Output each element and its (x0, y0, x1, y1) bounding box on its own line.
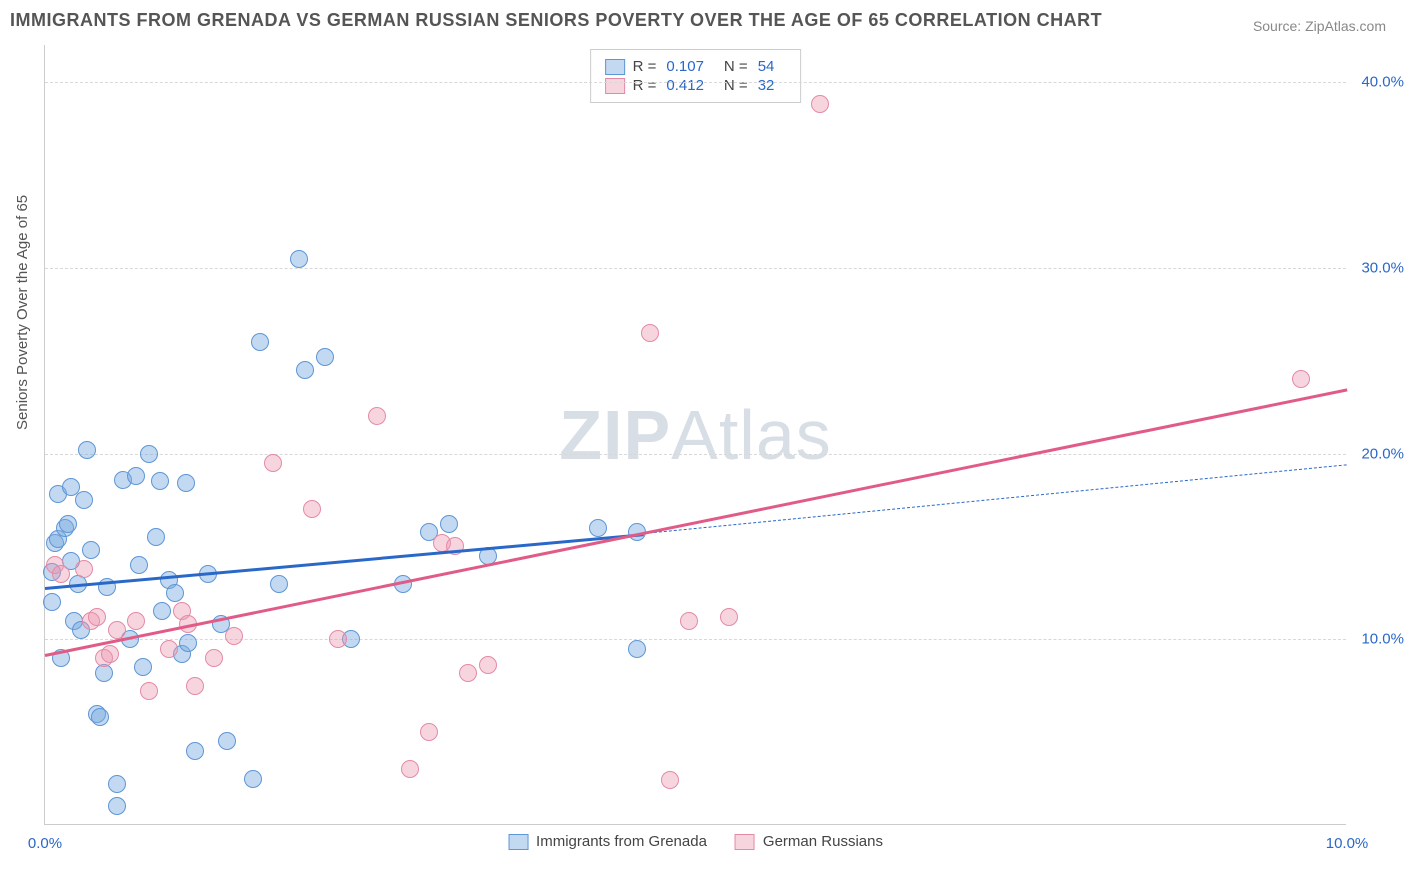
data-point-grenada (166, 584, 184, 602)
data-point-grenada (147, 528, 165, 546)
data-point-grenada (127, 467, 145, 485)
data-point-grenada (140, 445, 158, 463)
data-point-grenada (82, 541, 100, 559)
data-point-german_russian (186, 677, 204, 695)
data-point-grenada (91, 708, 109, 726)
scatter-plot-area: ZIPAtlas R = 0.107 N = 54 R = 0.412 N = … (44, 45, 1346, 825)
data-point-german_russian (1292, 370, 1310, 388)
data-point-grenada (251, 333, 269, 351)
swatch-german-russian (735, 834, 755, 850)
watermark-zip: ZIP (559, 396, 671, 474)
data-point-german_russian (205, 649, 223, 667)
data-point-german_russian (160, 640, 178, 658)
x-tick-label: 10.0% (1326, 835, 1369, 852)
grid-line (45, 454, 1346, 455)
data-point-german_russian (101, 645, 119, 663)
data-point-german_russian (720, 608, 738, 626)
data-point-grenada (290, 250, 308, 268)
data-point-grenada (296, 361, 314, 379)
n-label: N = (724, 58, 748, 75)
data-point-german_russian (225, 627, 243, 645)
data-point-grenada (628, 640, 646, 658)
data-point-german_russian (127, 612, 145, 630)
data-point-grenada (244, 770, 262, 788)
y-axis-label: Seniors Poverty Over the Age of 65 (14, 195, 31, 430)
data-point-german_russian (479, 656, 497, 674)
swatch-german-russian (605, 78, 625, 94)
data-point-grenada (130, 556, 148, 574)
data-point-grenada (108, 775, 126, 793)
data-point-grenada (589, 519, 607, 537)
data-point-grenada (151, 472, 169, 490)
data-point-german_russian (641, 324, 659, 342)
x-tick-label: 0.0% (28, 835, 62, 852)
r-value-german-russian: 0.412 (666, 77, 704, 94)
data-point-grenada (134, 658, 152, 676)
data-point-german_russian (420, 723, 438, 741)
r-label: R = (633, 58, 657, 75)
data-point-german_russian (680, 612, 698, 630)
legend-label-grenada: Immigrants from Grenada (536, 833, 707, 850)
grid-line (45, 82, 1346, 83)
data-point-grenada (75, 491, 93, 509)
legend-label-german-russian: German Russians (763, 833, 883, 850)
watermark-atlas: Atlas (671, 396, 832, 474)
y-tick-label: 30.0% (1361, 259, 1404, 276)
data-point-german_russian (52, 565, 70, 583)
data-point-german_russian (108, 621, 126, 639)
data-point-grenada (218, 732, 236, 750)
legend-row-grenada: R = 0.107 N = 54 (605, 58, 787, 75)
data-point-german_russian (264, 454, 282, 472)
data-point-german_russian (811, 95, 829, 113)
legend-row-german-russian: R = 0.412 N = 32 (605, 77, 787, 94)
swatch-grenada (508, 834, 528, 850)
data-point-grenada (179, 634, 197, 652)
data-point-grenada (78, 441, 96, 459)
r-label: R = (633, 77, 657, 94)
legend-item-grenada: Immigrants from Grenada (508, 833, 707, 850)
data-point-grenada (153, 602, 171, 620)
data-point-german_russian (140, 682, 158, 700)
grid-line (45, 268, 1346, 269)
data-point-grenada (108, 797, 126, 815)
y-tick-label: 10.0% (1361, 631, 1404, 648)
data-point-german_russian (75, 560, 93, 578)
data-point-grenada (177, 474, 195, 492)
series-legend: Immigrants from Grenada German Russians (508, 833, 883, 850)
data-point-grenada (43, 593, 61, 611)
r-value-grenada: 0.107 (666, 58, 704, 75)
n-label: N = (724, 77, 748, 94)
source-label: Source: ZipAtlas.com (1253, 18, 1386, 34)
data-point-grenada (186, 742, 204, 760)
data-point-german_russian (401, 760, 419, 778)
n-value-german-russian: 32 (758, 77, 775, 94)
data-point-grenada (316, 348, 334, 366)
data-point-german_russian (303, 500, 321, 518)
data-point-german_russian (329, 630, 347, 648)
n-value-grenada: 54 (758, 58, 775, 75)
data-point-german_russian (459, 664, 477, 682)
swatch-grenada (605, 59, 625, 75)
watermark: ZIPAtlas (559, 395, 832, 475)
data-point-german_russian (88, 608, 106, 626)
legend-item-german-russian: German Russians (735, 833, 883, 850)
data-point-german_russian (368, 407, 386, 425)
data-point-grenada (270, 575, 288, 593)
y-tick-label: 20.0% (1361, 445, 1404, 462)
chart-title: IMMIGRANTS FROM GRENADA VS GERMAN RUSSIA… (10, 10, 1102, 31)
trend-line (644, 465, 1347, 535)
data-point-grenada (440, 515, 458, 533)
data-point-grenada (59, 515, 77, 533)
data-point-german_russian (661, 771, 679, 789)
correlation-legend: R = 0.107 N = 54 R = 0.412 N = 32 (590, 49, 802, 103)
y-tick-label: 40.0% (1361, 74, 1404, 91)
